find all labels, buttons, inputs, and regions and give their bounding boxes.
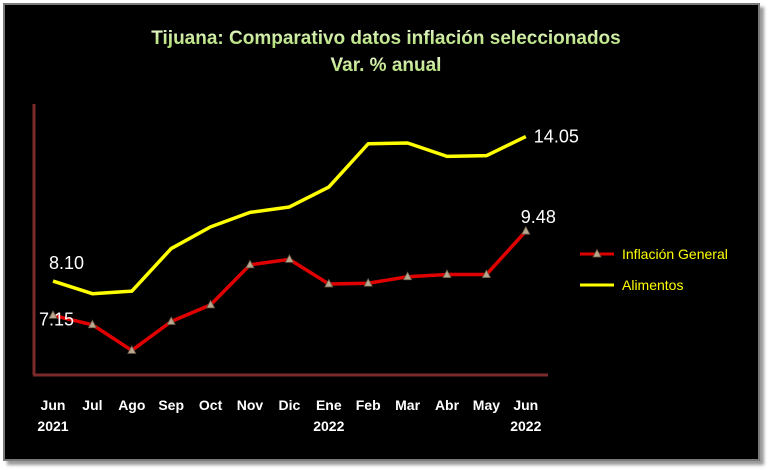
legend: Inflación General Alimentos — [580, 246, 728, 293]
series-layer — [48, 134, 531, 354]
x-tick-label: Oct — [199, 397, 223, 413]
x-tick-label: Mar — [395, 397, 420, 413]
series-line-alimentos — [52, 134, 527, 296]
data-point-marker — [324, 278, 334, 288]
legend-marker — [592, 248, 602, 258]
chart-title: Tijuana: Comparativo datos inflación sel… — [151, 28, 620, 49]
data-point-marker — [363, 277, 373, 287]
x-tick-label: May — [473, 397, 500, 413]
data-label: 8.10 — [49, 253, 84, 273]
x-tick-label: Ago — [118, 397, 145, 413]
x-tick-year-label: 2022 — [510, 418, 541, 434]
x-tick-year-label: 2022 — [313, 418, 344, 434]
chart-subtitle: Var. % anual — [331, 55, 442, 76]
data-point-marker — [87, 319, 98, 329]
data-labels: 7.15 9.48 8.10 14.05 — [39, 127, 579, 330]
data-point-marker — [205, 299, 216, 309]
legend-label: Alimentos — [622, 277, 683, 293]
data-point-marker — [284, 254, 295, 263]
data-point-marker — [127, 345, 137, 354]
x-tick-label: Jun — [513, 397, 538, 413]
x-tick-label: Nov — [237, 397, 264, 413]
x-tick-label: Sep — [158, 397, 184, 413]
x-tick-label: Abr — [435, 397, 460, 413]
data-point-marker — [402, 271, 413, 281]
x-tick-year-label: 2021 — [37, 418, 68, 434]
chart-frame — [3, 3, 760, 461]
data-label: 14.05 — [534, 127, 579, 147]
x-tick-label: Jul — [82, 397, 102, 413]
x-tick-label: Dic — [279, 397, 301, 413]
data-point-marker — [442, 269, 452, 278]
x-tick-label: Feb — [356, 397, 381, 413]
legend-label: Inflación General — [622, 246, 728, 262]
data-point-marker — [166, 316, 176, 325]
data-point-marker — [481, 269, 492, 278]
x-axis-ticks: Jun 2021 Jul Ago Sep Oct Nov Dic Ene 2022 Feb Mar Ab… — [37, 397, 541, 434]
x-tick-label: Jun — [41, 397, 66, 413]
data-point-marker — [521, 225, 531, 235]
data-point-marker — [245, 259, 255, 269]
data-label: 7.15 — [39, 309, 74, 329]
data-point-marker — [48, 310, 58, 319]
data-label: 9.48 — [521, 207, 556, 227]
x-tick-label: Ene — [316, 397, 342, 413]
